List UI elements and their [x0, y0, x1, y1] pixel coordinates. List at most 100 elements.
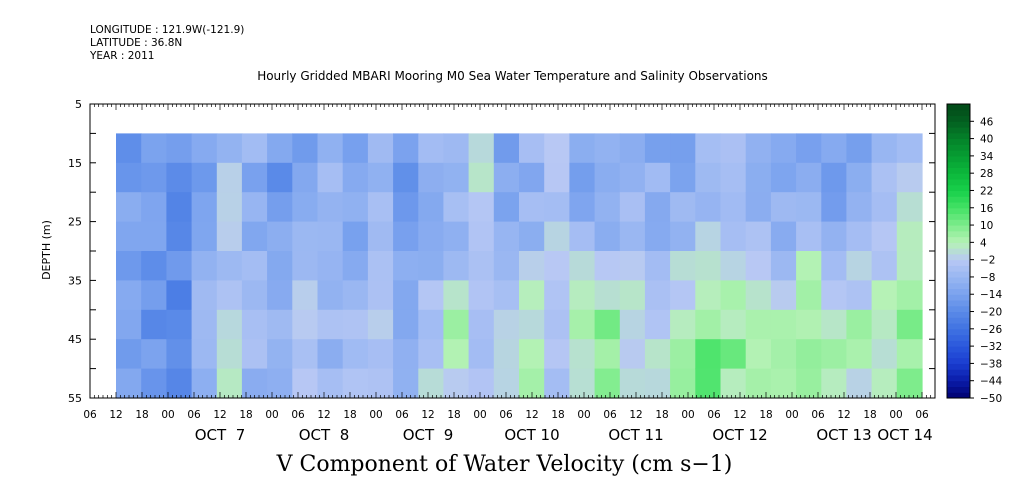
colorbar-swatch [947, 248, 970, 255]
heatmap-cell [468, 368, 495, 399]
colorbar-swatch [947, 351, 970, 359]
heatmap-cell [796, 133, 822, 164]
heatmap-cell [896, 309, 923, 340]
heatmap-cell [166, 368, 193, 399]
colorbar-swatch [947, 294, 970, 301]
heatmap-cell [821, 309, 848, 340]
heatmap-cell [317, 133, 344, 164]
heatmap-cell [619, 162, 646, 193]
heatmap-cell [720, 221, 747, 252]
heatmap-cell [544, 309, 570, 340]
heatmap-cell [267, 280, 293, 311]
heatmap-cell [619, 280, 646, 311]
heatmap-cell [619, 309, 646, 340]
x-hour-label: 18 [447, 409, 460, 421]
colorbar-label: −26 [980, 324, 1002, 336]
colorbar-label: 22 [980, 185, 993, 197]
x-hour-label: 18 [343, 409, 356, 421]
heatmap-cell [116, 309, 142, 340]
heatmap-cell [594, 339, 621, 370]
x-hour-label: 18 [863, 409, 876, 421]
heatmap-cell [317, 368, 344, 399]
heatmap-cell [796, 221, 822, 252]
colorbar-swatch [947, 334, 970, 341]
x-hour-label: 00 [473, 409, 486, 421]
heatmap-cell [569, 368, 596, 399]
heatmap-cell [821, 192, 848, 223]
heatmap-cell [216, 133, 243, 164]
colorbar-swatch [947, 236, 970, 243]
heatmap-cell [191, 280, 218, 311]
heatmap-cell [393, 162, 419, 193]
x-hour-label: 00 [265, 409, 278, 421]
x-hour-label: 06 [707, 409, 721, 421]
heatmap-cell [896, 162, 923, 193]
heatmap-cell [166, 251, 193, 281]
heatmap-cell [619, 221, 646, 252]
heatmap-cell [745, 368, 772, 399]
heatmap-cell [216, 339, 243, 370]
colorbar-swatch [947, 380, 970, 388]
heatmap-cell [141, 339, 167, 370]
heatmap-cell [418, 280, 445, 311]
heatmap-cell [443, 251, 470, 281]
colorbar-swatch [947, 311, 970, 318]
heatmap-cell [695, 192, 722, 223]
heatmap-cell [191, 221, 218, 252]
colorbar-label: −50 [980, 393, 1002, 405]
x-hour-label: 00 [161, 409, 174, 421]
year-label: YEAR : 2011 [90, 50, 155, 62]
colorbar-swatch [947, 242, 970, 249]
y-axis: 5 15 25 35 45 55 [68, 98, 935, 405]
heatmap-cell [695, 339, 722, 370]
heatmap-cell [619, 368, 646, 399]
heatmap-cell [569, 221, 596, 252]
heatmap-cell [644, 133, 671, 164]
colorbar-swatch [947, 276, 970, 284]
heatmap-cell [770, 221, 797, 252]
colorbar-label: 34 [980, 151, 994, 163]
colorbar-swatch [947, 369, 970, 376]
heatmap-cell [267, 251, 293, 281]
x-hour-label: 00 [681, 409, 694, 421]
heatmap-cell [267, 368, 293, 399]
heatmap-cell [670, 251, 696, 281]
colorbar-swatch [947, 132, 970, 140]
heatmap-cell [619, 339, 646, 370]
heatmap-cell [846, 133, 873, 164]
heatmap-cell [342, 221, 369, 252]
x-hour-label: 12 [525, 409, 538, 421]
heatmap-cell [544, 162, 570, 193]
heatmap-cell [745, 221, 772, 252]
heatmap-cell [443, 309, 470, 340]
heatmap-cell [443, 162, 470, 193]
heatmap-cell [670, 339, 696, 370]
heatmap-cell [846, 192, 873, 223]
heatmap-cell [191, 309, 218, 340]
heatmap-cell [418, 368, 445, 399]
colorbar-label: −2 [980, 255, 995, 267]
x-hour-label: 18 [655, 409, 668, 421]
heatmap-cell [770, 162, 797, 193]
x-day-label: OCT 14 [877, 426, 932, 444]
heatmap-cell [619, 133, 646, 164]
heatmap-cell [367, 221, 394, 252]
heatmap-cell [720, 368, 747, 399]
heatmap-cell [569, 339, 596, 370]
heatmap-cell [670, 133, 696, 164]
heatmap-cell [166, 133, 193, 164]
colorbar-swatch [947, 207, 970, 215]
heatmap-cell [116, 133, 142, 164]
heatmap-cell [493, 251, 520, 281]
heatmap-cell [367, 280, 394, 311]
heatmap-cell [644, 309, 671, 340]
heatmap-cell [670, 162, 696, 193]
heatmap-cell [116, 251, 142, 281]
heatmap-cell [594, 162, 621, 193]
heatmap-cell [141, 162, 167, 193]
heatmap-cell [116, 221, 142, 252]
heatmap-cell [745, 309, 772, 340]
colorbar-swatch [947, 190, 970, 197]
heatmap-cell [493, 162, 520, 193]
